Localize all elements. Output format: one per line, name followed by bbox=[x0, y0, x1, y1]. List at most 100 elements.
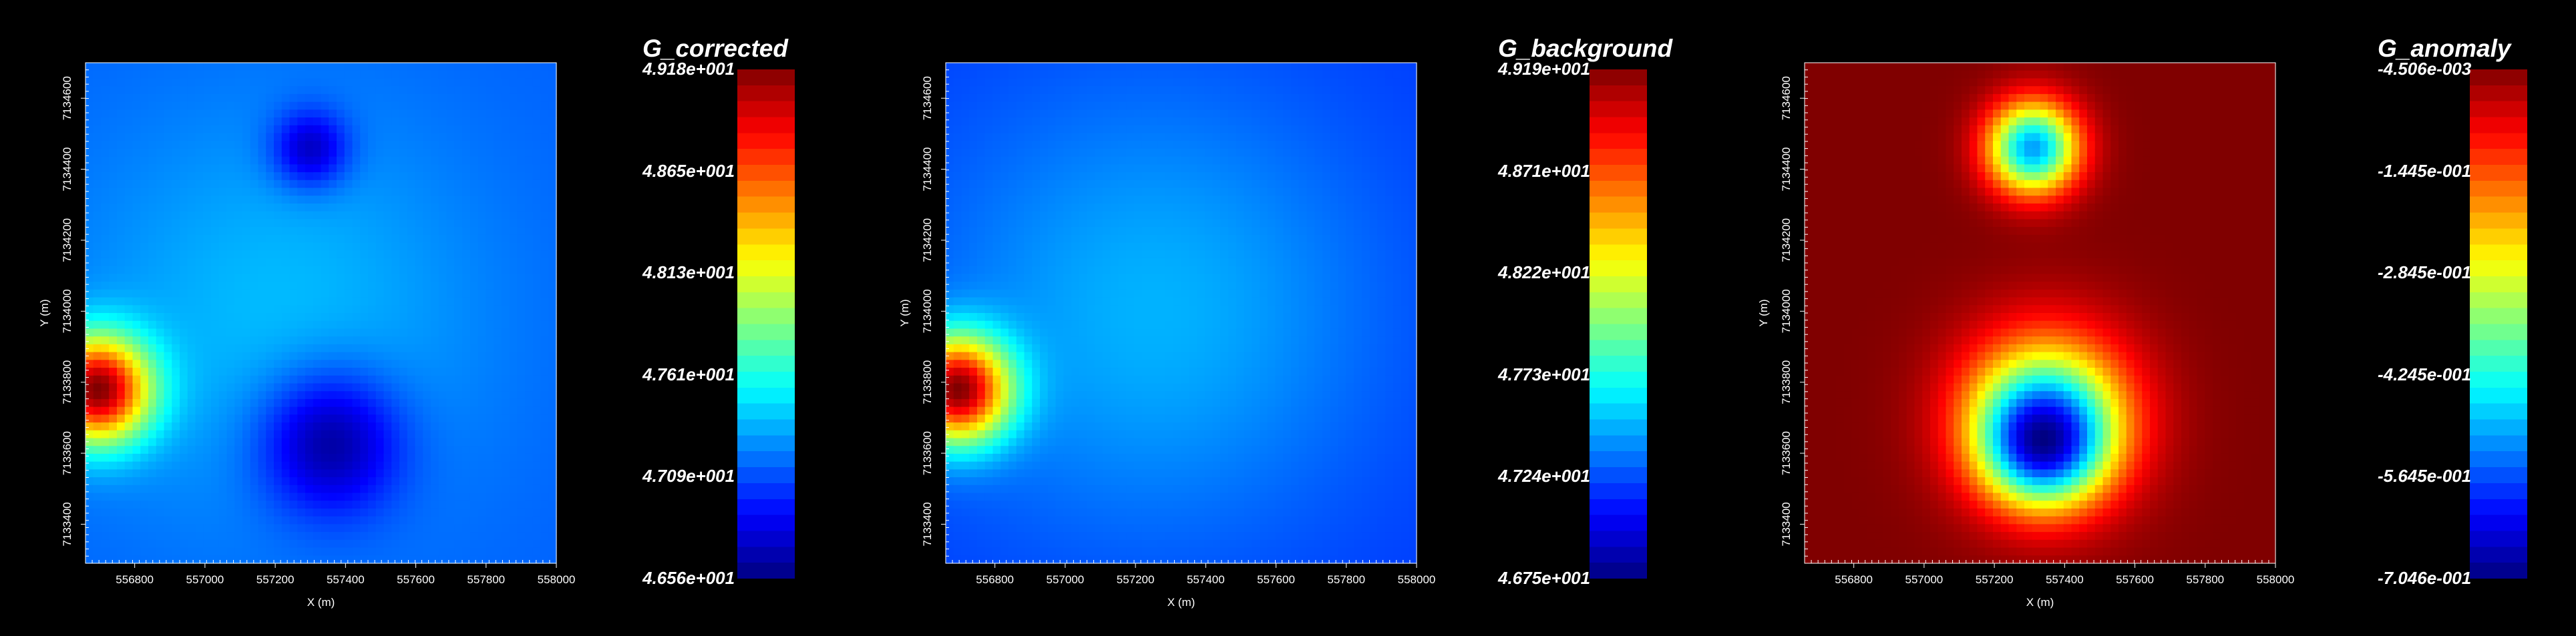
heatmap-cell bbox=[509, 234, 518, 244]
heatmap-cell bbox=[242, 368, 251, 376]
heatmap-cell bbox=[117, 180, 126, 189]
heatmap-cell bbox=[344, 453, 353, 462]
heatmap-cell bbox=[532, 305, 542, 314]
heatmap-cell bbox=[494, 133, 502, 141]
heatmap-cell bbox=[984, 70, 994, 79]
heatmap-cell bbox=[156, 485, 165, 494]
heatmap-cell bbox=[992, 453, 1001, 462]
heatmap-cell bbox=[93, 414, 102, 423]
heatmap-cell bbox=[1047, 188, 1057, 196]
heatmap-cell bbox=[399, 313, 408, 322]
heatmap-cell bbox=[494, 180, 502, 189]
heatmap-cell bbox=[195, 406, 204, 415]
heatmap-cell bbox=[313, 430, 322, 439]
heatmap-cell bbox=[407, 398, 416, 408]
heatmap-cell bbox=[180, 274, 188, 282]
heatmap-cell bbox=[992, 117, 1001, 126]
heatmap-cell bbox=[1016, 196, 1025, 204]
heatmap-cell bbox=[1016, 438, 1025, 446]
heatmap-cell bbox=[313, 70, 322, 79]
heatmap-cell bbox=[525, 109, 534, 118]
heatmap-cell bbox=[368, 422, 377, 431]
heatmap-cell bbox=[117, 211, 126, 220]
heatmap-cell bbox=[258, 446, 266, 454]
heatmap-cell bbox=[1032, 383, 1041, 392]
heatmap-cell bbox=[1000, 133, 1009, 141]
heatmap-cell bbox=[525, 63, 534, 71]
heatmap-cell bbox=[383, 368, 392, 376]
heatmap-cell bbox=[399, 516, 408, 525]
heatmap-cell bbox=[1063, 86, 1072, 95]
heatmap-cell bbox=[226, 414, 235, 423]
heatmap-cell bbox=[218, 328, 228, 337]
heatmap-cell bbox=[172, 532, 180, 541]
heatmap-cell bbox=[195, 148, 204, 157]
heatmap-cell bbox=[109, 461, 118, 470]
heatmap-cell bbox=[415, 266, 423, 275]
heatmap-cell bbox=[961, 532, 970, 541]
heatmap-cell bbox=[156, 109, 165, 118]
heatmap-cell bbox=[337, 360, 345, 368]
heatmap-cell bbox=[1040, 446, 1049, 454]
heatmap-cell bbox=[140, 305, 149, 314]
heatmap-cell bbox=[446, 539, 455, 549]
heatmap-cell bbox=[501, 368, 510, 376]
heatmap-cell bbox=[532, 516, 542, 525]
heatmap-cell bbox=[297, 368, 306, 376]
heatmap-cell bbox=[1008, 148, 1017, 157]
heatmap-cell bbox=[984, 86, 994, 95]
heatmap-cell bbox=[156, 344, 165, 353]
heatmap-cell bbox=[258, 86, 266, 95]
heatmap-cell bbox=[187, 516, 196, 525]
heatmap-cell bbox=[1016, 117, 1025, 126]
heatmap-cell bbox=[337, 93, 345, 103]
heatmap-cell bbox=[517, 133, 526, 141]
heatmap-cell bbox=[1008, 539, 1017, 549]
heatmap-cell bbox=[234, 391, 243, 400]
heatmap-cell bbox=[93, 109, 102, 118]
heatmap-cell bbox=[329, 555, 337, 564]
heatmap-cell bbox=[124, 320, 134, 330]
heatmap-cell bbox=[431, 86, 439, 95]
heatmap-cell bbox=[1000, 313, 1009, 322]
heatmap-cell bbox=[242, 493, 251, 501]
heatmap-cell bbox=[391, 414, 400, 423]
heatmap-cell bbox=[540, 133, 549, 141]
heatmap-cell bbox=[321, 422, 329, 431]
heatmap-cell bbox=[984, 219, 994, 228]
heatmap-cell bbox=[969, 555, 978, 564]
heatmap-cell bbox=[494, 477, 502, 486]
heatmap-cell bbox=[250, 196, 259, 204]
heatmap-cell bbox=[532, 368, 542, 376]
heatmap-cell bbox=[101, 336, 110, 345]
heatmap-cell bbox=[431, 234, 439, 244]
heatmap-cell bbox=[1000, 242, 1009, 251]
heatmap-cell bbox=[1016, 234, 1025, 244]
heatmap-cell bbox=[470, 532, 479, 541]
heatmap-cell bbox=[258, 493, 266, 501]
heatmap-cell bbox=[140, 282, 149, 290]
heatmap-cell bbox=[289, 70, 298, 79]
heatmap-cell bbox=[156, 148, 165, 157]
heatmap-cell bbox=[953, 313, 962, 322]
heatmap-cell bbox=[218, 532, 228, 541]
heatmap-cell bbox=[297, 86, 306, 95]
heatmap-cell bbox=[375, 289, 385, 298]
heatmap-cell bbox=[242, 547, 251, 556]
heatmap-cell bbox=[383, 141, 392, 149]
heatmap-cell bbox=[509, 328, 518, 337]
heatmap-cell bbox=[431, 101, 439, 110]
heatmap-cell bbox=[203, 282, 212, 290]
heatmap-cell bbox=[391, 93, 400, 103]
heatmap-cell bbox=[548, 266, 557, 275]
heatmap-cell bbox=[289, 485, 298, 494]
heatmap-cell bbox=[148, 274, 157, 282]
heatmap-cell bbox=[1055, 188, 1064, 196]
heatmap-cell bbox=[486, 78, 494, 87]
heatmap-cell bbox=[961, 461, 970, 470]
heatmap-cell bbox=[180, 477, 188, 486]
heatmap-cell bbox=[360, 430, 369, 439]
heatmap-cell bbox=[211, 156, 220, 165]
heatmap-cell bbox=[375, 133, 385, 141]
heatmap-cell bbox=[470, 196, 479, 204]
